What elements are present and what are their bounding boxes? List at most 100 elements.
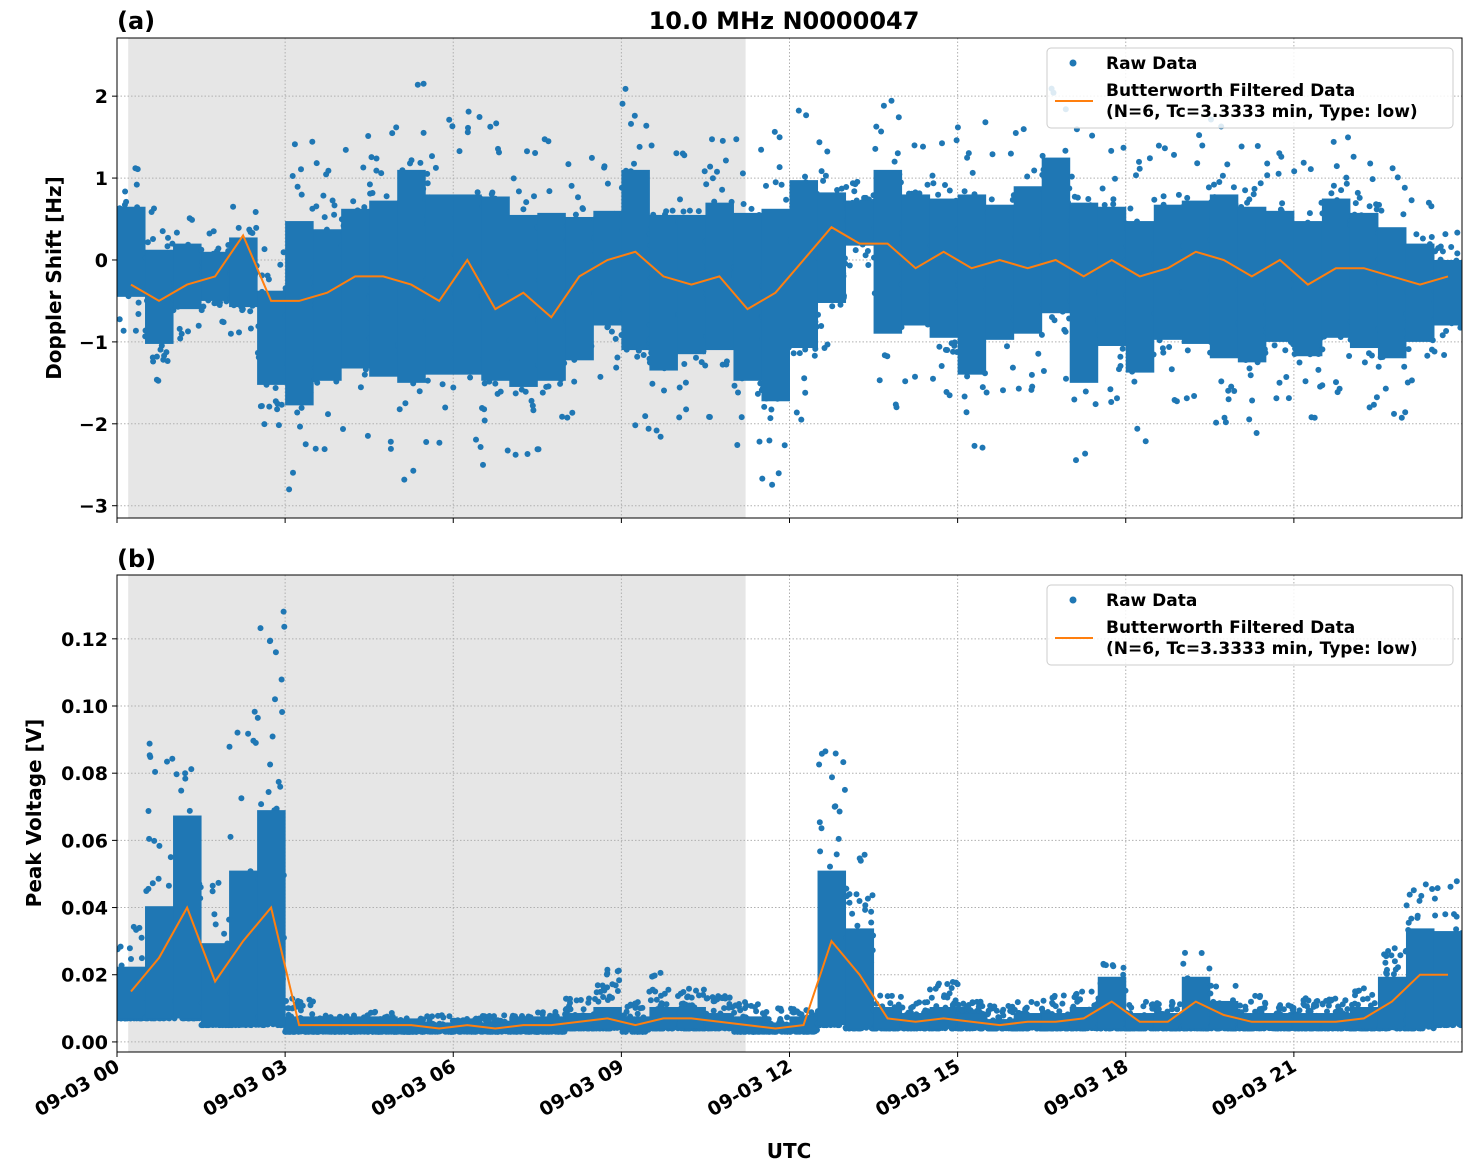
raw-data-point: [1351, 154, 1357, 160]
raw-data-point: [273, 649, 279, 655]
raw-data-point: [719, 187, 725, 193]
raw-data-point: [673, 150, 679, 156]
raw-data-point: [487, 124, 493, 130]
raw-data-point: [308, 1002, 314, 1008]
raw-data-point: [1355, 190, 1361, 196]
raw-data-point: [930, 180, 936, 186]
raw-data-point: [872, 146, 878, 152]
raw-data-point: [1376, 202, 1382, 208]
panel-label-a: (a): [117, 7, 155, 35]
raw-data-point: [1276, 171, 1282, 177]
raw-data-point: [609, 981, 615, 987]
raw-data-point: [1405, 380, 1411, 386]
raw-data-point: [1315, 367, 1321, 373]
raw-data-point: [495, 1017, 501, 1023]
raw-data-point: [686, 986, 692, 992]
raw-data-point: [299, 192, 305, 198]
raw-data-point: [677, 196, 683, 202]
raw-data-point: [238, 795, 244, 801]
raw-data-point: [648, 997, 654, 1003]
raw-data-point: [402, 400, 408, 406]
raw-data-point: [702, 168, 708, 174]
raw-data-point: [889, 98, 895, 104]
raw-data-point: [277, 784, 283, 790]
raw-data-point: [156, 876, 162, 882]
raw-data-point: [122, 189, 128, 195]
raw-data-point: [802, 174, 808, 180]
raw-data-point: [258, 801, 264, 807]
raw-data-point: [298, 166, 304, 172]
raw-data-point: [1108, 399, 1114, 405]
raw-data-density: [537, 213, 566, 381]
raw-data-point: [505, 448, 511, 454]
raw-data-point: [542, 136, 548, 142]
raw-data-density: [1406, 244, 1435, 342]
raw-data-point: [1301, 160, 1307, 166]
raw-data-point: [401, 477, 407, 483]
raw-data-point: [511, 175, 517, 181]
raw-data-point: [633, 1001, 639, 1007]
raw-data-point: [578, 997, 584, 1003]
raw-data-point: [389, 130, 395, 136]
raw-data-point: [1147, 155, 1153, 161]
raw-data-point: [479, 405, 485, 411]
raw-data-point: [681, 152, 687, 158]
raw-data-point: [200, 304, 206, 310]
raw-data-point: [182, 776, 188, 782]
raw-data-point: [118, 944, 124, 950]
raw-data-point: [1239, 144, 1245, 150]
raw-data-point: [1063, 376, 1069, 382]
raw-data-density: [453, 194, 482, 374]
raw-data-point: [370, 190, 376, 196]
raw-data-point: [1283, 374, 1289, 380]
raw-data-point: [1161, 193, 1167, 199]
raw-data-point: [1100, 186, 1106, 192]
raw-data-point: [365, 133, 371, 139]
raw-data-point: [642, 413, 648, 419]
raw-data-point: [604, 972, 610, 978]
raw-data-point: [149, 209, 155, 215]
raw-data-point: [1114, 395, 1120, 401]
raw-data-point: [1338, 187, 1344, 193]
raw-data-point: [457, 148, 463, 154]
raw-data-point: [852, 181, 858, 187]
raw-data-density: [369, 201, 398, 377]
raw-data-point: [865, 262, 871, 268]
raw-data-point: [1312, 415, 1318, 421]
raw-data-point: [1391, 411, 1397, 417]
raw-data-point: [417, 160, 423, 166]
raw-data-point: [1367, 161, 1373, 167]
raw-data-point: [543, 384, 549, 390]
raw-data-density: [341, 209, 370, 369]
raw-data-point: [1307, 210, 1313, 216]
raw-data-point: [1254, 430, 1260, 436]
raw-data-point: [283, 998, 289, 1004]
raw-data-point: [297, 424, 303, 430]
raw-data-point: [881, 103, 887, 109]
raw-data-point: [1428, 203, 1434, 209]
raw-data-point: [313, 446, 319, 452]
raw-data-point: [482, 418, 488, 424]
raw-data-point: [1131, 379, 1137, 385]
raw-data-point: [873, 124, 879, 130]
raw-data-density: [1014, 186, 1043, 333]
raw-data-point: [134, 182, 140, 188]
raw-data-point: [772, 129, 778, 135]
raw-data-point: [1441, 352, 1447, 358]
raw-data-point: [798, 417, 804, 423]
raw-data-point: [803, 112, 809, 118]
raw-data-point: [935, 192, 941, 198]
raw-data-point: [1378, 208, 1384, 214]
raw-data-point: [1282, 347, 1288, 353]
raw-data-point: [601, 985, 607, 991]
raw-data-point: [182, 770, 188, 776]
raw-data-point: [1383, 386, 1389, 392]
raw-data-point: [530, 407, 536, 413]
raw-data-point: [155, 378, 161, 384]
raw-data-density: [229, 871, 258, 1026]
raw-data-point: [1013, 130, 1019, 136]
raw-data-density: [593, 211, 622, 326]
raw-data-point: [1297, 360, 1303, 366]
raw-data-point: [1432, 349, 1438, 355]
